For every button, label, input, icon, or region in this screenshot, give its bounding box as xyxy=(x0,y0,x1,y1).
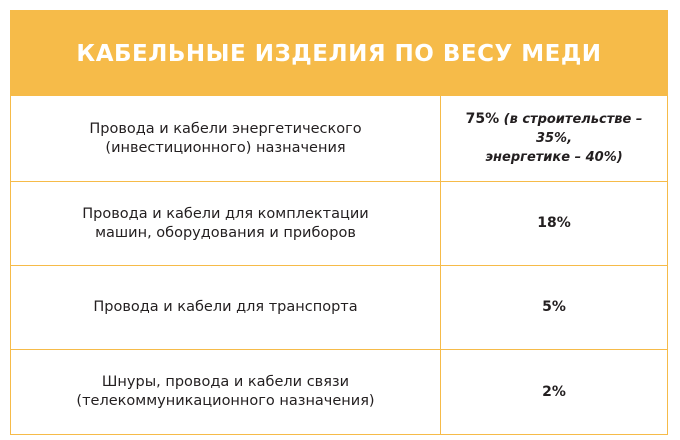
row-value-percent: 2% xyxy=(542,383,566,400)
table-row: Провода и кабели энергетического (инвест… xyxy=(11,96,667,181)
row-value-percent: 75% xyxy=(465,111,500,127)
row-value: 5% xyxy=(441,266,667,349)
row-label: Шнуры, провода и кабели связи (телекомму… xyxy=(11,350,441,434)
row-value-percent: 18% xyxy=(537,215,571,231)
row-label: Провода и кабели для транспорта xyxy=(11,266,441,349)
row-value: 2% xyxy=(441,350,667,434)
copper-cable-table: КАБЕЛЬНЫЕ ИЗДЕЛИЯ ПО ВЕСУ МЕДИ Провода и… xyxy=(10,10,668,435)
row-label: Провода и кабели для комплектации машин,… xyxy=(11,182,441,265)
table-row: Провода и кабели для транспорта 5% xyxy=(11,265,667,349)
row-label-line: Провода и кабели для транспорта xyxy=(93,299,358,315)
row-value-note: энергетике – 40%) xyxy=(485,150,623,165)
table-header: КАБЕЛЬНЫЕ ИЗДЕЛИЯ ПО ВЕСУ МЕДИ xyxy=(11,11,667,96)
row-label-line: машин, оборудования и приборов xyxy=(95,224,356,241)
row-value-percent: 5% xyxy=(542,299,566,315)
row-value: 75% (в строительстве – 35%, энергетике –… xyxy=(441,96,667,181)
row-label-line: Шнуры, провода и кабели связи xyxy=(101,374,350,390)
table-row: Шнуры, провода и кабели связи (телекомму… xyxy=(11,349,667,434)
table-row: Провода и кабели для комплектации машин,… xyxy=(11,181,667,265)
row-label-line: Провода и кабели энергетического xyxy=(89,120,362,137)
row-label: Провода и кабели энергетического (инвест… xyxy=(11,96,441,181)
row-label-line: (инвестиционного) назначения xyxy=(105,139,346,156)
row-value: 18% xyxy=(441,182,667,265)
row-value-note: (в строительстве – 35%, xyxy=(503,112,643,146)
row-label-line: Провода и кабели для комплектации xyxy=(82,205,369,222)
row-label-line: (телекоммуникационного назначения) xyxy=(76,393,375,409)
table-title: КАБЕЛЬНЫЕ ИЗДЕЛИЯ ПО ВЕСУ МЕДИ xyxy=(76,40,602,67)
